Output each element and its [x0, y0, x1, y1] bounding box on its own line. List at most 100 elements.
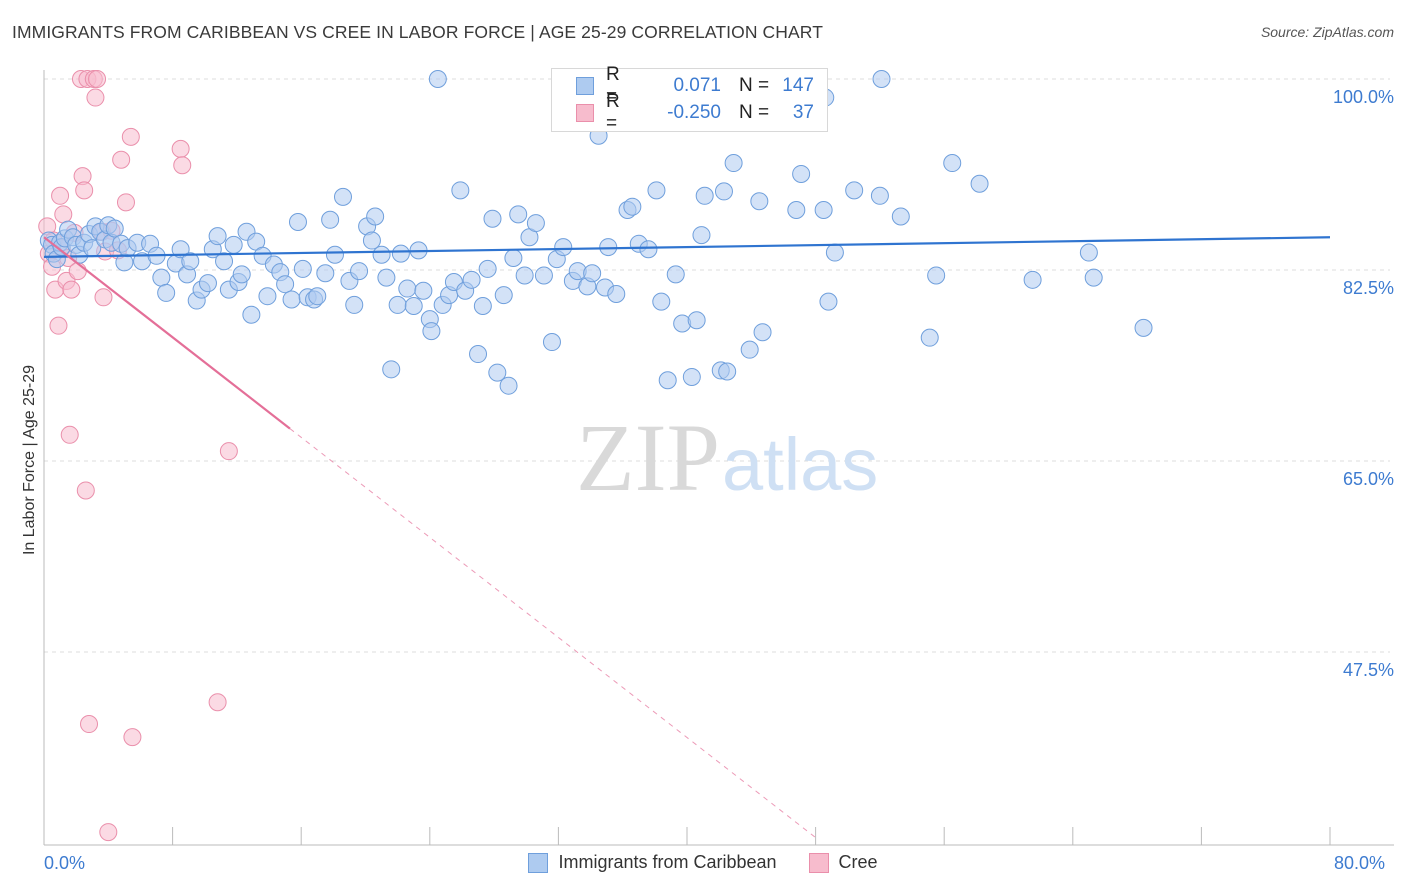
- caribbean-point: [276, 275, 295, 294]
- caribbean-point: [714, 182, 733, 201]
- caribbean-point: [288, 212, 307, 231]
- cree-point: [173, 156, 192, 175]
- cree-point: [49, 316, 68, 335]
- caribbean-point: [171, 240, 190, 259]
- cree-point: [68, 262, 87, 281]
- caribbean-point: [825, 243, 844, 262]
- cree-point: [62, 280, 81, 299]
- caribbean-point: [607, 285, 626, 304]
- x-tick-label-min: 0.0%: [44, 853, 86, 873]
- caribbean-point: [473, 297, 492, 316]
- caribbean-point: [282, 290, 301, 309]
- cree-point: [116, 193, 135, 212]
- caribbean-point: [819, 292, 838, 311]
- caribbean-point: [181, 252, 200, 271]
- series-caribbean: [39, 70, 1153, 395]
- caribbean-point: [198, 274, 217, 293]
- caribbean-point: [554, 238, 573, 257]
- caribbean-point: [927, 266, 946, 285]
- caribbean-point: [316, 264, 335, 283]
- caribbean-point: [377, 268, 396, 287]
- caribbean-point: [350, 262, 369, 281]
- caribbean-point: [483, 209, 502, 228]
- legend-series: Immigrants from Caribbean Cree: [0, 852, 1406, 873]
- caribbean-point: [152, 268, 171, 287]
- caribbean-point: [515, 266, 534, 285]
- legend-label-caribbean: Immigrants from Caribbean: [558, 852, 777, 872]
- caribbean-point: [652, 292, 671, 311]
- r-value: -0.250: [667, 102, 721, 123]
- caribbean-point: [583, 264, 602, 283]
- caribbean-point: [687, 311, 706, 330]
- caribbean-point: [469, 345, 488, 364]
- series-cree: [38, 70, 238, 842]
- caribbean-point: [308, 287, 327, 306]
- caribbean-point: [845, 181, 864, 200]
- caribbean-point: [814, 200, 833, 219]
- legend-item-caribbean[interactable]: Immigrants from Caribbean: [528, 852, 777, 873]
- legend-label-cree: Cree: [838, 852, 878, 872]
- cree-point: [75, 181, 94, 200]
- caribbean-point: [1084, 268, 1103, 287]
- caribbean-point: [639, 240, 658, 259]
- cree-point: [219, 442, 238, 461]
- cree-point: [112, 150, 131, 169]
- caribbean-point: [682, 367, 701, 386]
- y-tick-label-82-5: 82.5%: [1342, 278, 1394, 298]
- caribbean-point: [792, 164, 811, 183]
- caribbean-point: [232, 265, 251, 284]
- caribbean-point: [325, 245, 344, 264]
- caribbean-point: [750, 192, 769, 211]
- caribbean-point: [509, 205, 528, 224]
- caribbean-point: [366, 207, 385, 226]
- caribbean-trend-line: [43, 236, 1331, 259]
- caribbean-point: [1134, 318, 1153, 337]
- caribbean-point: [1079, 243, 1098, 262]
- caribbean-point: [891, 207, 910, 226]
- n-label: N =: [739, 75, 770, 96]
- y-tick-label-100: 100.0%: [1332, 87, 1394, 107]
- cree-point: [123, 728, 142, 747]
- caribbean-point: [391, 244, 410, 263]
- caribbean-point: [488, 363, 507, 382]
- legend-stats: R = 0.071 N = 147 R = -0.250 N = 37: [551, 64, 828, 134]
- caribbean-point: [718, 362, 737, 381]
- trend-lines: [43, 236, 1331, 838]
- caribbean-point: [208, 227, 227, 246]
- caribbean-point: [666, 265, 685, 284]
- caribbean-point: [321, 210, 340, 229]
- cree-point: [208, 693, 227, 712]
- cree-point: [51, 186, 70, 205]
- caribbean-point: [499, 376, 518, 395]
- caribbean-point: [494, 286, 513, 305]
- caribbean-point: [943, 154, 962, 173]
- n-value: 37: [792, 102, 814, 123]
- caribbean-point: [372, 245, 391, 264]
- legend-item-cree[interactable]: Cree: [808, 852, 878, 873]
- cree-point: [86, 88, 105, 107]
- caribbean-point: [224, 235, 243, 254]
- caribbean-point: [542, 333, 561, 352]
- cree-point: [94, 288, 113, 307]
- caribbean-point: [105, 219, 124, 238]
- r-label: R =: [606, 91, 620, 134]
- caribbean-point: [422, 322, 441, 341]
- caribbean-point: [599, 238, 618, 257]
- y-tick-label-65: 65.0%: [1342, 469, 1394, 489]
- cree-point: [171, 139, 190, 158]
- caribbean-point: [526, 214, 545, 233]
- cree-trend-line: [43, 236, 291, 430]
- caribbean-point: [388, 295, 407, 314]
- caribbean-point: [333, 187, 352, 206]
- source-label: Source: ZipAtlas.com: [1260, 24, 1394, 40]
- caribbean-point: [414, 281, 433, 300]
- caribbean-point: [692, 226, 711, 245]
- r-label: R =: [606, 64, 620, 107]
- caribbean-point: [870, 186, 889, 205]
- caribbean-point: [695, 186, 714, 205]
- caribbean-point: [215, 252, 234, 271]
- cree-point: [99, 823, 118, 842]
- watermark-atlas: atlas: [722, 423, 878, 506]
- axes: [43, 70, 1394, 846]
